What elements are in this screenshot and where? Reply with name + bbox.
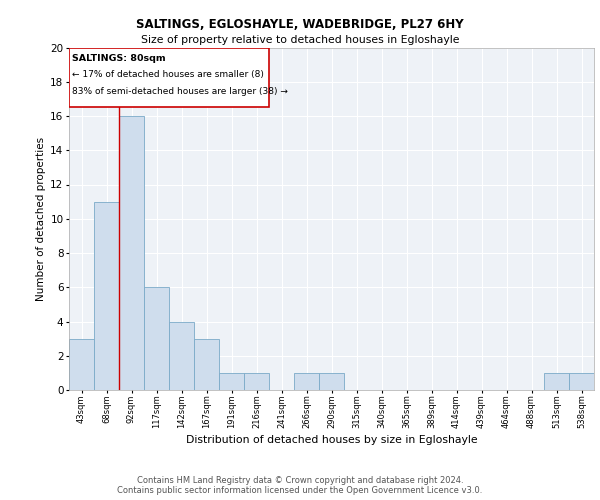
Bar <box>69 338 94 390</box>
Bar <box>294 373 319 390</box>
Text: Contains HM Land Registry data © Crown copyright and database right 2024.
Contai: Contains HM Land Registry data © Crown c… <box>118 476 482 495</box>
Text: SALTINGS: 80sqm: SALTINGS: 80sqm <box>71 54 165 64</box>
Bar <box>194 338 219 390</box>
Bar <box>219 373 244 390</box>
Text: ← 17% of detached houses are smaller (8): ← 17% of detached houses are smaller (8) <box>71 70 263 79</box>
Bar <box>94 202 119 390</box>
Text: SALTINGS, EGLOSHAYLE, WADEBRIDGE, PL27 6HY: SALTINGS, EGLOSHAYLE, WADEBRIDGE, PL27 6… <box>136 18 464 30</box>
Y-axis label: Number of detached properties: Number of detached properties <box>36 136 46 301</box>
X-axis label: Distribution of detached houses by size in Egloshayle: Distribution of detached houses by size … <box>185 435 478 445</box>
Bar <box>544 373 569 390</box>
Bar <box>569 373 594 390</box>
FancyBboxPatch shape <box>69 48 269 108</box>
Bar <box>319 373 344 390</box>
Bar <box>244 373 269 390</box>
Bar <box>119 116 144 390</box>
Text: 83% of semi-detached houses are larger (38) →: 83% of semi-detached houses are larger (… <box>71 87 287 96</box>
Text: Size of property relative to detached houses in Egloshayle: Size of property relative to detached ho… <box>141 35 459 45</box>
Bar <box>144 287 169 390</box>
Bar <box>169 322 194 390</box>
